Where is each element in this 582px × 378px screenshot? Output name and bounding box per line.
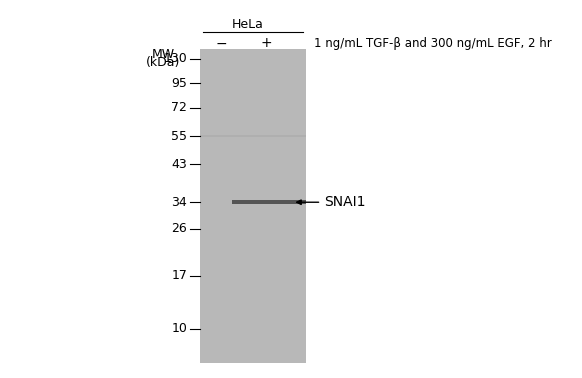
FancyBboxPatch shape — [200, 49, 306, 363]
Text: 95: 95 — [171, 77, 187, 90]
Text: 55: 55 — [171, 130, 187, 143]
Text: 34: 34 — [171, 196, 187, 209]
Text: 17: 17 — [171, 270, 187, 282]
FancyBboxPatch shape — [200, 135, 306, 137]
FancyBboxPatch shape — [232, 200, 306, 204]
Text: +: + — [260, 36, 272, 51]
Text: (kDa): (kDa) — [146, 56, 180, 69]
Text: MW: MW — [152, 48, 175, 61]
Text: 10: 10 — [171, 322, 187, 335]
Text: 43: 43 — [171, 158, 187, 171]
Text: 72: 72 — [171, 101, 187, 114]
Text: −: − — [215, 36, 227, 51]
Text: 130: 130 — [164, 52, 187, 65]
Text: SNAI1: SNAI1 — [324, 195, 365, 209]
Text: 26: 26 — [171, 222, 187, 235]
Text: HeLa: HeLa — [232, 18, 264, 31]
Text: 1 ng/mL TGF-β and 300 ng/mL EGF, 2 hr: 1 ng/mL TGF-β and 300 ng/mL EGF, 2 hr — [314, 37, 551, 50]
